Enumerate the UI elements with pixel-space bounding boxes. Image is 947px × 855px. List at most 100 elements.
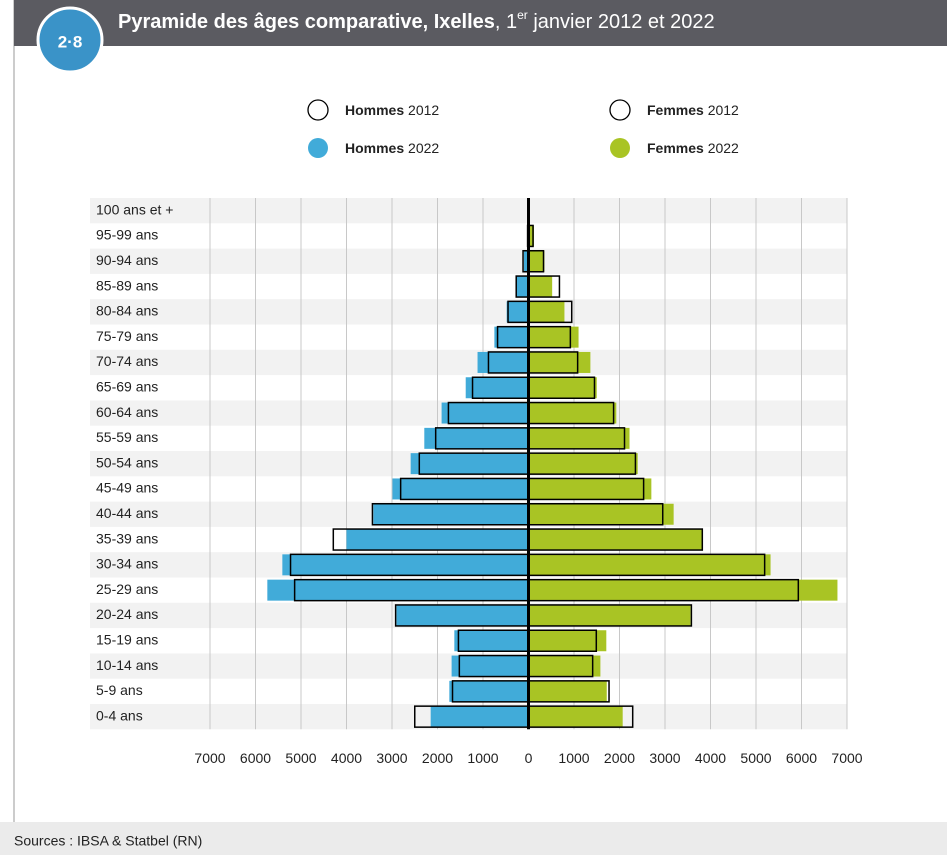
bar — [528, 554, 771, 576]
bar — [528, 579, 838, 601]
y-tick-label: 10-14 ans — [96, 657, 158, 673]
bar — [494, 326, 529, 348]
bar — [282, 554, 529, 576]
x-tick-label: 3000 — [376, 750, 407, 766]
bar — [410, 453, 529, 475]
footer-bar — [0, 822, 947, 855]
y-tick-label: 85-89 ans — [96, 277, 158, 293]
y-tick-label: 80-84 ans — [96, 303, 158, 319]
bar — [528, 604, 691, 626]
bar — [528, 351, 591, 373]
bar — [451, 655, 529, 677]
bar — [477, 351, 529, 373]
legend-word: Hommes — [345, 102, 404, 118]
legend-word: 2012 — [704, 102, 739, 118]
bar — [454, 630, 529, 652]
y-tick-label: 35-39 ans — [96, 530, 158, 546]
y-tick-label: 50-54 ans — [96, 454, 158, 470]
legend-swatch — [610, 138, 630, 158]
badge — [36, 6, 104, 74]
y-tick-label: 30-34 ans — [96, 556, 158, 572]
row-band — [90, 299, 847, 325]
x-tick-label: 5000 — [285, 750, 316, 766]
x-tick-label: 2000 — [422, 750, 453, 766]
bar — [528, 377, 597, 399]
legend-word: 2022 — [404, 140, 439, 156]
bar — [528, 503, 674, 525]
y-tick-label: 70-74 ans — [96, 353, 158, 369]
bar — [267, 579, 529, 601]
legend-swatch — [308, 138, 328, 158]
bar — [506, 301, 529, 323]
legend-word: Hommes — [345, 140, 404, 156]
bar — [424, 427, 529, 449]
legend-label: Femmes 2012 — [647, 102, 739, 118]
legend-word: Femmes — [647, 102, 704, 118]
bar — [430, 706, 529, 728]
y-tick-label: 40-44 ans — [96, 505, 158, 521]
y-tick-label: 65-69 ans — [96, 378, 158, 394]
bar — [515, 276, 529, 298]
legend-swatch — [307, 99, 329, 121]
bar — [528, 326, 579, 348]
legend-word: 2022 — [704, 140, 739, 156]
y-tick-label: 60-64 ans — [96, 404, 158, 420]
bar — [528, 529, 703, 551]
bar — [528, 655, 601, 677]
bar — [346, 529, 529, 551]
y-tick-label: 15-19 ans — [96, 631, 158, 647]
bar — [392, 478, 529, 500]
x-tick-label: 1000 — [467, 750, 498, 766]
bar — [373, 503, 529, 525]
y-tick-label: 0-4 ans — [96, 707, 143, 723]
bar — [396, 604, 529, 626]
bar — [528, 680, 607, 702]
title-rest: janvier 2012 et 2022 — [528, 11, 715, 33]
y-tick-label: 75-79 ans — [96, 328, 158, 344]
row-band — [90, 248, 847, 274]
x-tick-label: 2000 — [604, 750, 635, 766]
x-tick-label: 7000 — [831, 750, 862, 766]
title-rest: , 1 — [495, 11, 517, 33]
x-tick-label: 5000 — [740, 750, 771, 766]
bar — [528, 276, 553, 298]
y-tick-label: 100 ans et + — [96, 201, 173, 217]
x-tick-label: 6000 — [786, 750, 817, 766]
y-tick-label: 55-59 ans — [96, 429, 158, 445]
legend-label: Hommes 2012 — [345, 102, 439, 118]
x-tick-label: 1000 — [558, 750, 589, 766]
bar — [528, 478, 652, 500]
x-tick-label: 6000 — [240, 750, 271, 766]
bar — [528, 453, 638, 475]
source: Sources : IBSA & Statbel (RN) — [14, 833, 202, 849]
badge-label: 2·8 — [58, 32, 83, 51]
legend-label: Hommes 2022 — [345, 140, 439, 156]
bar — [528, 706, 623, 728]
x-tick-label: 4000 — [331, 750, 362, 766]
chart-title: Pyramide des âges comparative, Ixelles, … — [118, 8, 715, 33]
header-bar — [14, 0, 947, 46]
bar — [528, 301, 565, 323]
x-tick-label: 3000 — [649, 750, 680, 766]
bar — [528, 630, 607, 652]
bar — [441, 402, 529, 424]
bar — [528, 427, 630, 449]
x-tick-label: 0 — [525, 750, 533, 766]
y-tick-label: 20-24 ans — [96, 606, 158, 622]
y-tick-label: 95-99 ans — [96, 227, 158, 243]
bar — [528, 250, 545, 272]
y-tick-label: 90-94 ans — [96, 252, 158, 268]
bar — [465, 377, 529, 399]
y-tick-label: 25-29 ans — [96, 581, 158, 597]
bar — [528, 225, 534, 247]
legend-swatch — [609, 99, 631, 121]
legend-word: 2012 — [404, 102, 439, 118]
title-sup: er — [517, 8, 528, 22]
y-tick-label: 45-49 ans — [96, 480, 158, 496]
title-main: Pyramide des âges comparative, Ixelles — [118, 11, 495, 33]
row-band — [90, 198, 847, 224]
bar — [449, 680, 529, 702]
legend-label: Femmes 2022 — [647, 140, 739, 156]
legend-word: Femmes — [647, 140, 704, 156]
